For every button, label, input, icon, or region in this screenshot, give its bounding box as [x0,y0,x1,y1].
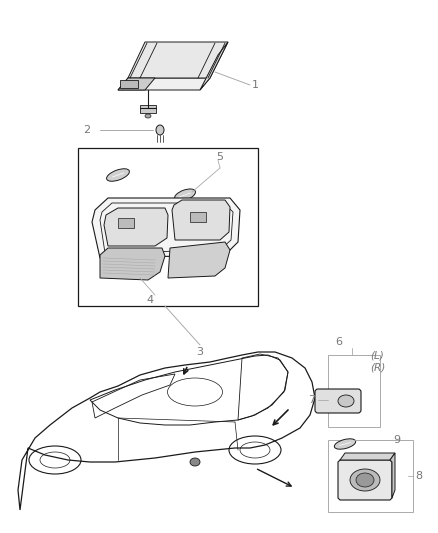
Ellipse shape [145,114,151,118]
Bar [120,80,138,88]
Text: 3: 3 [197,347,204,357]
Bar [140,105,156,113]
Ellipse shape [356,473,374,487]
Bar [328,440,413,512]
Ellipse shape [190,458,200,466]
Polygon shape [172,200,230,240]
Text: (R): (R) [370,362,385,372]
Polygon shape [168,242,230,278]
Text: 8: 8 [415,471,422,481]
Text: 9: 9 [393,435,400,445]
Ellipse shape [350,469,380,491]
Polygon shape [200,42,228,90]
Polygon shape [92,198,240,258]
Text: 2: 2 [83,125,90,135]
Polygon shape [100,248,165,280]
Ellipse shape [174,189,195,201]
Text: 5: 5 [216,152,223,162]
Polygon shape [340,453,395,460]
Ellipse shape [156,125,164,135]
Ellipse shape [106,169,129,181]
Text: (L): (L) [370,350,384,360]
Bar [328,355,380,427]
Polygon shape [128,42,228,78]
Text: 6: 6 [335,337,342,347]
Ellipse shape [338,395,354,407]
Ellipse shape [334,439,356,449]
Bar [118,218,134,228]
Text: 1: 1 [252,80,259,90]
Polygon shape [118,78,210,90]
Text: 4: 4 [146,295,154,305]
Text: 7: 7 [308,395,315,405]
Polygon shape [118,78,155,90]
Bar [78,148,258,306]
Bar [190,212,206,222]
Polygon shape [104,208,168,246]
Polygon shape [390,453,395,498]
FancyBboxPatch shape [315,389,361,413]
Polygon shape [338,460,392,500]
